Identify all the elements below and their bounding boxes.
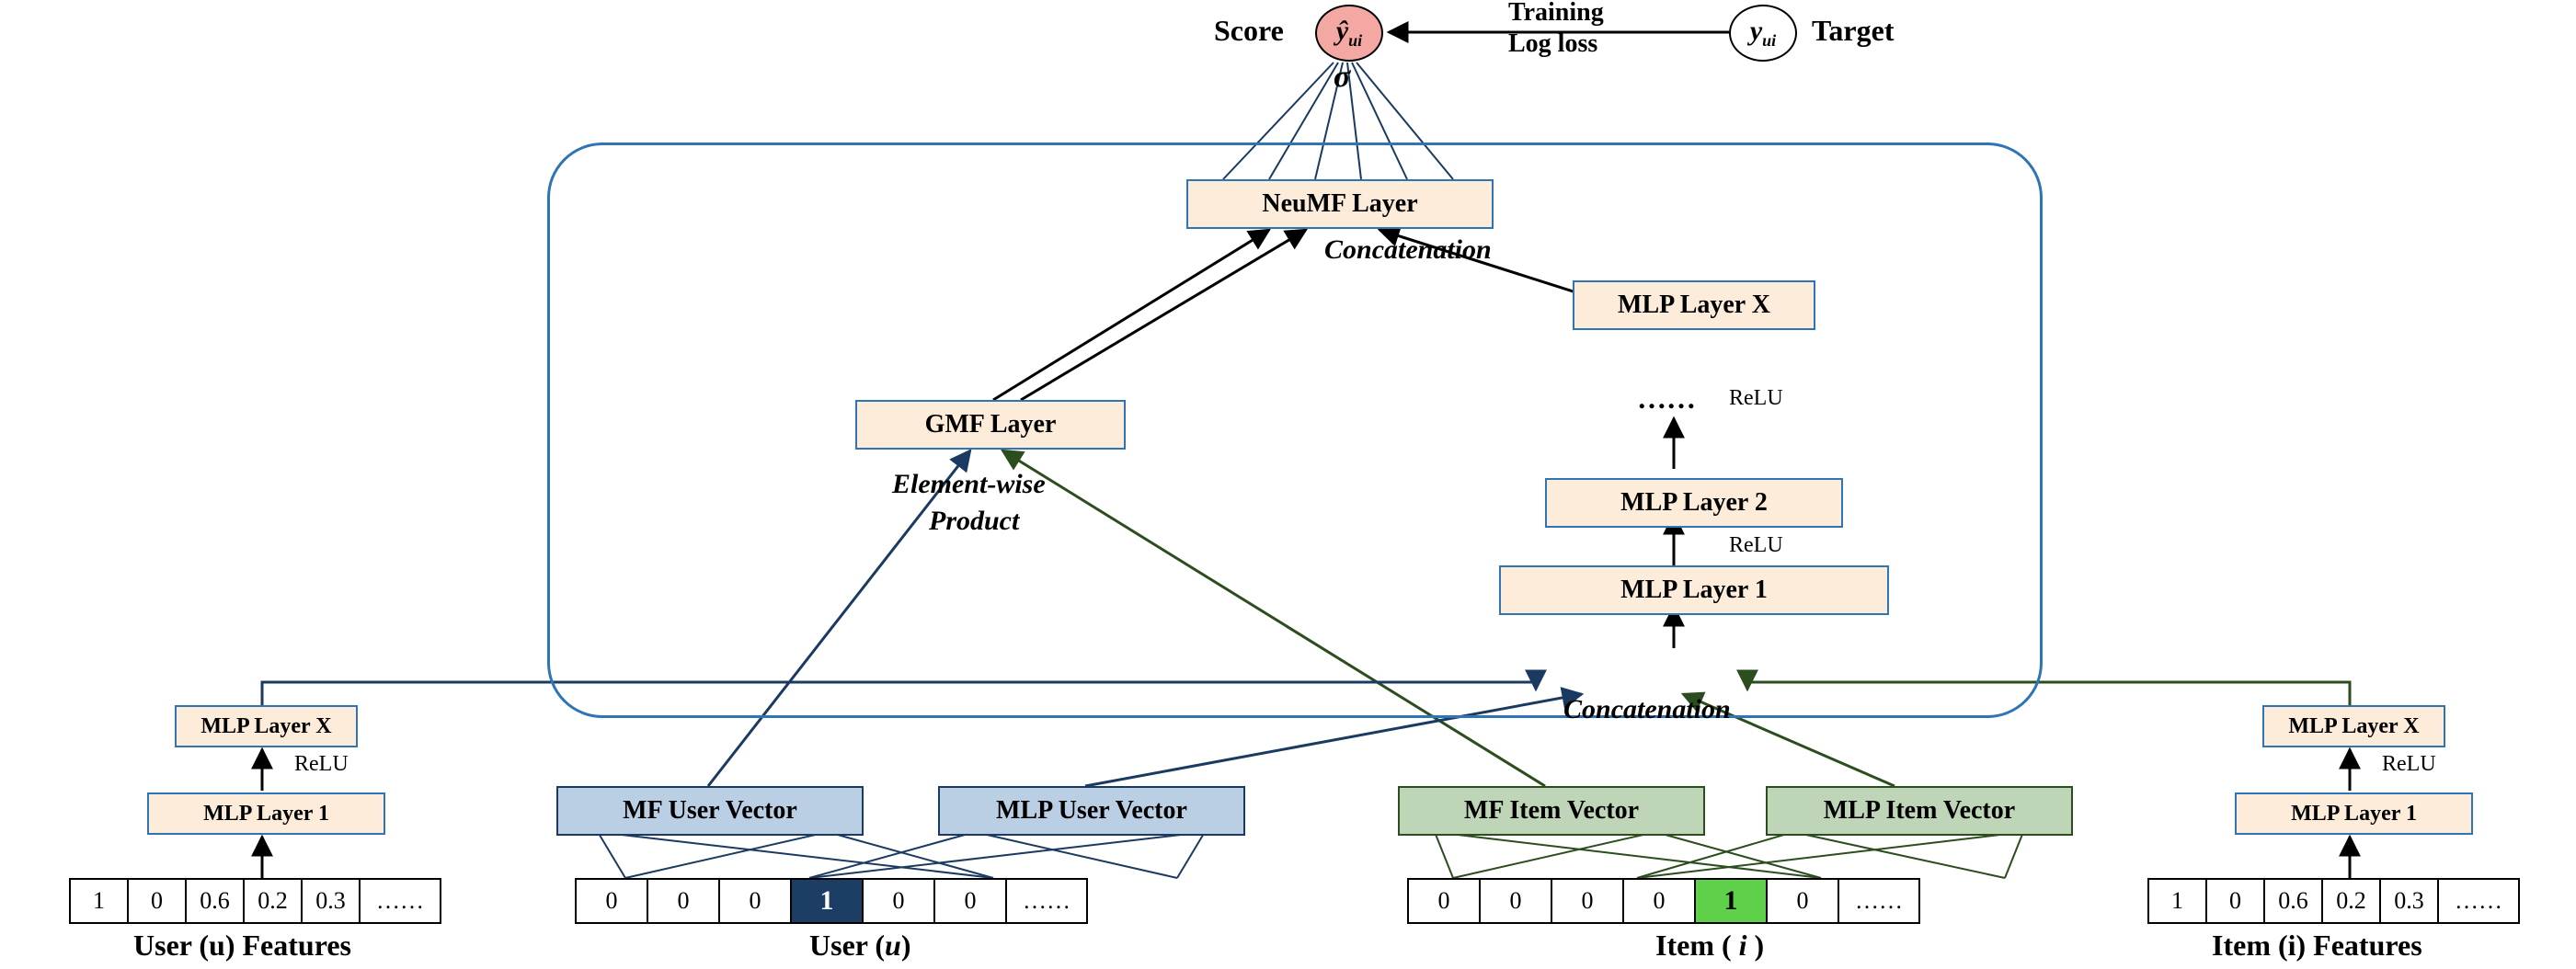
concat-label-bottom: Concatenation xyxy=(1563,694,1731,725)
target-node: yui xyxy=(1729,5,1797,62)
seq-cell: 0 xyxy=(1622,878,1696,924)
user-caption: User (u) xyxy=(809,929,911,963)
concat-label-top: Concatenation xyxy=(1324,234,1492,266)
seq-cell: 1 xyxy=(69,878,129,924)
seq-cell: 1 xyxy=(2147,878,2207,924)
seq-cell: 0.3 xyxy=(2379,878,2439,924)
relu-2: ReLU xyxy=(1729,533,1783,558)
seq-cell: …… xyxy=(1838,878,1920,924)
user-caption-var: u xyxy=(885,929,901,962)
relu-1: ReLU xyxy=(1729,386,1783,411)
score-symbol: ŷ xyxy=(1336,16,1348,46)
seq-cell: 1 xyxy=(1694,878,1768,924)
right-mlp-1: MLP Layer 1 xyxy=(2235,792,2473,835)
seq-cell: 0.6 xyxy=(2263,878,2323,924)
right-mlp-x: MLP Layer X xyxy=(2262,705,2445,747)
training-label: Training xyxy=(1508,0,1604,28)
left-mlp-x: MLP Layer X xyxy=(175,705,358,747)
target-label: Target xyxy=(1812,14,1894,48)
seq-cell: 0 xyxy=(575,878,648,924)
seq-cell: 0 xyxy=(718,878,792,924)
seq-cell: 0.6 xyxy=(185,878,245,924)
mlp-user-vector: MLP User Vector xyxy=(938,786,1245,836)
score-label: Score xyxy=(1214,14,1284,48)
target-symbol: y xyxy=(1750,16,1762,46)
score-sub: ui xyxy=(1348,31,1362,50)
item-feat-caption: Item (i) Features xyxy=(2212,929,2422,963)
logloss-label: Log loss xyxy=(1508,29,1597,59)
mlp-layer-2: MLP Layer 2 xyxy=(1545,478,1843,528)
mf-user-vector: MF User Vector xyxy=(556,786,864,836)
seq-cell: 0 xyxy=(1551,878,1624,924)
user-feat-caption: User (u) Features xyxy=(133,929,351,963)
mlp-item-vector: MLP Item Vector xyxy=(1766,786,2073,836)
gmf-layer: GMF Layer xyxy=(855,400,1126,450)
seq-cell: 0.3 xyxy=(301,878,361,924)
mlp-layer-1: MLP Layer 1 xyxy=(1499,565,1889,615)
elementwise-label: Element-wise xyxy=(892,469,1046,500)
seq-cell: 0 xyxy=(1479,878,1552,924)
product-label: Product xyxy=(929,506,1019,537)
user-caption-post: ) xyxy=(901,929,911,962)
seq-cell: 0 xyxy=(862,878,935,924)
seq-cell: 0 xyxy=(2205,878,2265,924)
item-caption: Item ( i ) xyxy=(1655,929,1764,963)
relu-right: ReLU xyxy=(2382,752,2436,777)
seq-cell: 0 xyxy=(933,878,1007,924)
user-seq: 000100…… xyxy=(575,878,1086,924)
seq-cell: …… xyxy=(359,878,441,924)
mf-item-vector: MF Item Vector xyxy=(1398,786,1705,836)
sigma-label: σ xyxy=(1334,60,1350,95)
score-node: ŷui xyxy=(1315,5,1383,62)
seq-cell: 0 xyxy=(647,878,720,924)
user-feat-seq: 100.60.20.3…… xyxy=(69,878,440,924)
relu-left: ReLU xyxy=(294,752,349,777)
seq-cell: …… xyxy=(1005,878,1088,924)
seq-cell: 0 xyxy=(1407,878,1481,924)
seq-cell: 1 xyxy=(790,878,864,924)
item-feat-seq: 100.60.20.3…… xyxy=(2147,878,2518,924)
seq-cell: 0.2 xyxy=(2321,878,2381,924)
user-caption-pre: User ( xyxy=(809,929,885,962)
item-caption-post: ) xyxy=(1755,929,1765,962)
dots-1: …… xyxy=(1637,382,1696,416)
seq-cell: 0 xyxy=(1766,878,1839,924)
item-caption-pre: Item ( xyxy=(1655,929,1732,962)
seq-cell: 0 xyxy=(127,878,187,924)
neumf-layer: NeuMF Layer xyxy=(1186,179,1494,229)
mlp-layer-x: MLP Layer X xyxy=(1573,280,1815,330)
seq-cell: 0.2 xyxy=(243,878,303,924)
item-caption-var: i xyxy=(1732,929,1755,962)
item-seq: 000010…… xyxy=(1407,878,1918,924)
left-mlp-1: MLP Layer 1 xyxy=(147,792,385,835)
target-sub: ui xyxy=(1762,31,1776,50)
seq-cell: …… xyxy=(2437,878,2520,924)
